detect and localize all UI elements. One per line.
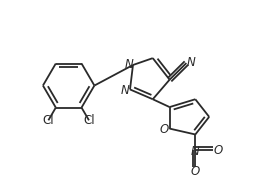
Text: Cl: Cl [83,114,95,127]
Text: O: O [214,144,223,157]
Text: Cl: Cl [43,114,54,127]
Text: O: O [159,123,168,136]
Text: N: N [191,145,200,158]
Text: N: N [121,84,129,97]
Text: N: N [187,56,196,69]
Text: O: O [191,165,200,178]
Text: N: N [125,58,133,71]
